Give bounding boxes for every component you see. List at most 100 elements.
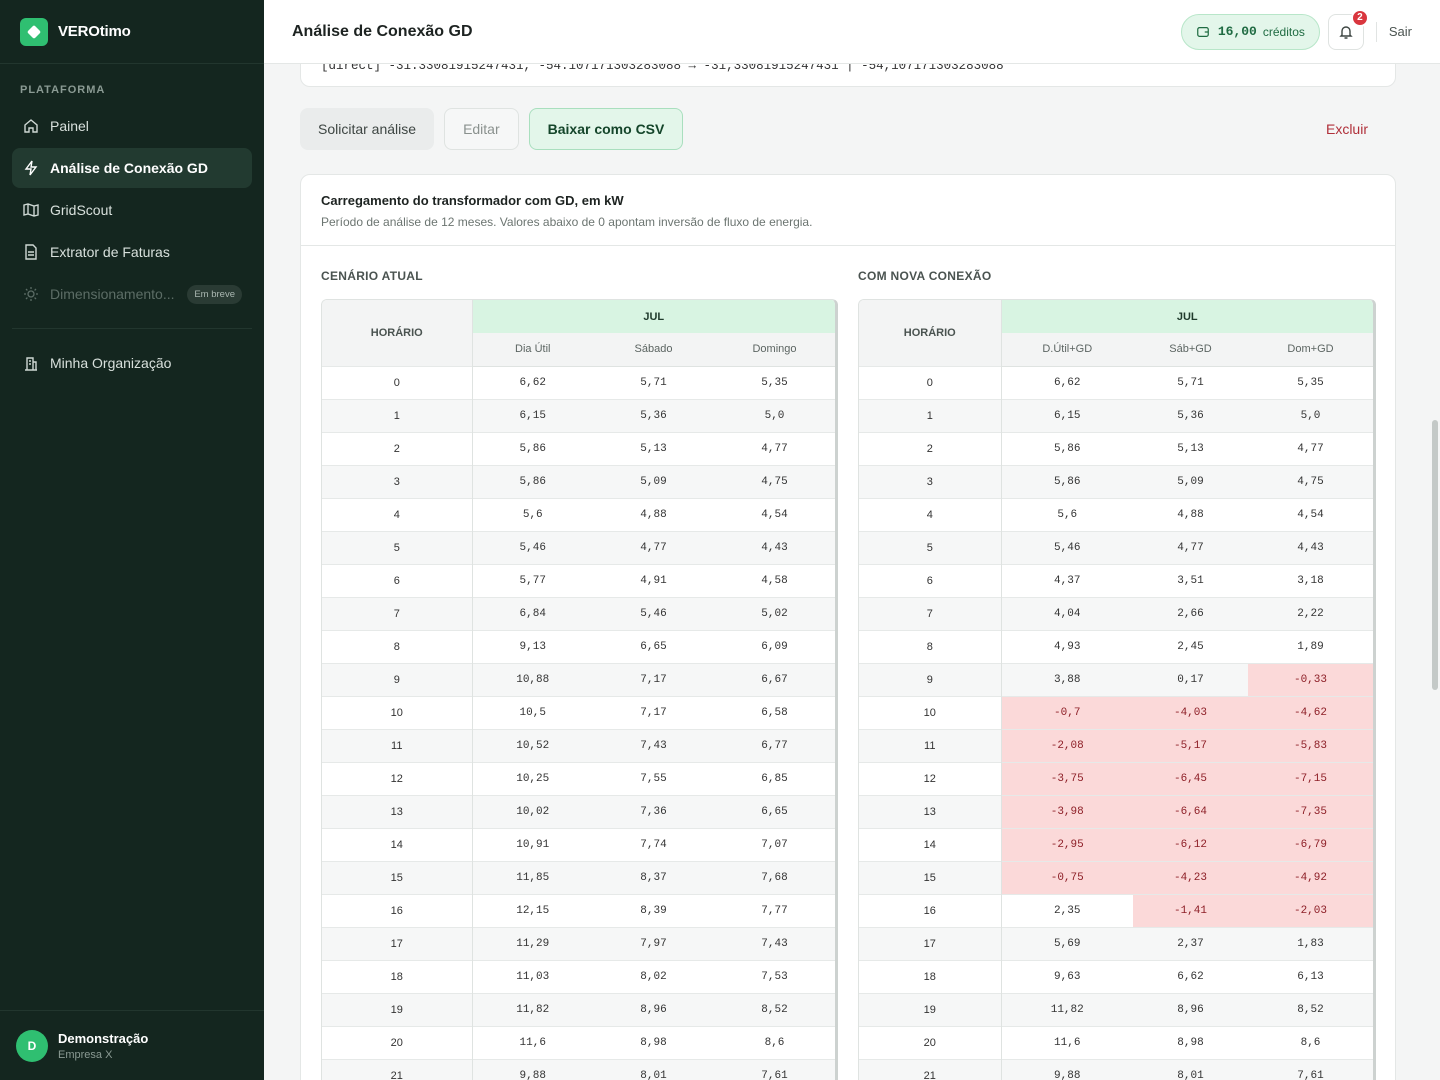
home-icon xyxy=(22,117,40,135)
value-cell: 6,58 xyxy=(714,695,835,729)
notifications-button[interactable]: 2 xyxy=(1327,8,1369,50)
table-row: 11 10,52 7,43 6,77 xyxy=(322,728,835,762)
value-cell: 2,66 xyxy=(1133,596,1248,630)
value-cell: -1,41 xyxy=(1133,893,1248,927)
delete-button[interactable]: Excluir xyxy=(1325,121,1368,137)
value-cell: -4,62 xyxy=(1248,695,1373,729)
hour-cell: 19 xyxy=(322,992,473,1026)
value-cell: 6,15 xyxy=(472,398,593,432)
hour-cell: 20 xyxy=(859,1025,1002,1059)
value-cell: 8,6 xyxy=(1248,1025,1373,1059)
table-row: 8 4,93 2,45 1,89 xyxy=(859,629,1373,663)
sidebar-item-extrator-faturas[interactable]: Extrator de Faturas xyxy=(12,232,252,272)
table-row: 16 12,15 8,39 7,77 xyxy=(322,893,835,927)
wallet-icon xyxy=(1196,26,1209,37)
value-cell: 8,37 xyxy=(593,860,714,894)
sidebar-item-analise-conexao-gd[interactable]: Análise de Conexão GD xyxy=(12,148,252,188)
credits-badge[interactable]: 16,00 créditos xyxy=(1180,13,1320,50)
hour-cell: 15 xyxy=(322,860,473,894)
brand[interactable]: VEROtimo xyxy=(0,0,264,64)
value-cell: 5,0 xyxy=(1248,398,1373,432)
value-cell: 10,52 xyxy=(472,728,593,762)
user-profile[interactable]: D Demonstração Empresa X xyxy=(0,1010,264,1080)
sidebar-item-gridscout[interactable]: GridScout xyxy=(12,190,252,230)
hour-cell: 16 xyxy=(322,893,473,927)
hour-cell: 1 xyxy=(859,398,1002,432)
value-cell: 5,35 xyxy=(714,365,835,399)
sidebar-item-label: Minha Organização xyxy=(50,355,172,371)
sidebar-item-minha-organizacao[interactable]: Minha Organização xyxy=(12,343,252,383)
edit-button[interactable]: Editar xyxy=(444,108,519,150)
new-connection-table: HORÁRIO JUL D.Útil+GD Sáb+GD Dom+GD 0 6,6… xyxy=(859,300,1373,1080)
hour-cell: 16 xyxy=(859,893,1002,927)
value-cell: 10,88 xyxy=(472,662,593,696)
sidebar-item-painel[interactable]: Painel xyxy=(12,106,252,146)
table-row: 5 5,46 4,77 4,43 xyxy=(859,530,1373,564)
value-cell: -4,23 xyxy=(1133,860,1248,894)
value-cell: 2,35 xyxy=(1001,893,1133,927)
credits-value: 16,00 xyxy=(1217,24,1257,39)
table-row: 7 4,04 2,66 2,22 xyxy=(859,596,1373,630)
hour-cell: 6 xyxy=(859,563,1002,597)
request-analysis-button[interactable]: Solicitar análise xyxy=(300,108,435,150)
value-cell: 10,5 xyxy=(472,695,593,729)
value-cell: -2,03 xyxy=(1248,893,1373,927)
value-cell: 5,13 xyxy=(1133,431,1248,465)
hour-cell: 10 xyxy=(322,695,473,729)
page-scrollbar[interactable] xyxy=(1432,420,1438,690)
download-csv-button[interactable]: Baixar como CSV xyxy=(528,108,684,150)
value-cell: 0,17 xyxy=(1133,662,1248,696)
hour-cell: 19 xyxy=(859,992,1002,1026)
value-cell: 12,15 xyxy=(472,893,593,927)
value-cell: 7,07 xyxy=(714,827,835,861)
notification-count-badge: 2 xyxy=(1350,8,1369,27)
value-cell: 8,52 xyxy=(1248,992,1373,1026)
sun-icon xyxy=(22,285,40,303)
table-row: 21 9,88 8,01 7,61 xyxy=(859,1058,1373,1080)
value-cell: 7,74 xyxy=(593,827,714,861)
value-cell: 6,77 xyxy=(714,728,835,762)
top-header: Análise de Conexão GD 16,00 créditos 2 S… xyxy=(264,0,1440,64)
current-scenario-panel: CENÁRIO ATUAL HORÁRIO JUL Dia Útil Sábad… xyxy=(321,269,838,1080)
value-cell: 8,6 xyxy=(714,1025,835,1059)
logout-button[interactable]: Sair xyxy=(1388,24,1412,39)
value-cell: 1,83 xyxy=(1248,926,1373,960)
value-cell: 5,09 xyxy=(593,464,714,498)
hour-cell: 18 xyxy=(322,959,473,993)
value-cell: 6,13 xyxy=(1248,959,1373,993)
value-cell: 10,91 xyxy=(472,827,593,861)
sidebar-section-label: PLATAFORMA xyxy=(20,84,106,96)
value-cell: -6,12 xyxy=(1133,827,1248,861)
value-cell: 6,09 xyxy=(714,629,835,663)
column-header: Sáb+GD xyxy=(1133,333,1248,367)
current-scenario-label: CENÁRIO ATUAL xyxy=(321,269,423,283)
value-cell: 4,04 xyxy=(1001,596,1133,630)
table-row: 19 11,82 8,96 8,52 xyxy=(322,992,835,1026)
table-row: 17 5,69 2,37 1,83 xyxy=(859,926,1373,960)
table-row: 11 -2,08 -5,17 -5,83 xyxy=(859,728,1373,762)
avatar: D xyxy=(16,1029,48,1062)
current-scenario-table: HORÁRIO JUL Dia Útil Sábado Domingo 0 6,6… xyxy=(322,300,835,1080)
value-cell: 7,61 xyxy=(1248,1058,1373,1080)
value-cell: -3,75 xyxy=(1001,761,1133,795)
hour-cell: 12 xyxy=(859,761,1002,795)
hour-cell: 17 xyxy=(322,926,473,960)
column-header: Domingo xyxy=(714,333,835,367)
value-cell: 4,77 xyxy=(593,530,714,564)
value-cell: 1,89 xyxy=(1248,629,1373,663)
value-cell: 5,46 xyxy=(1001,530,1133,564)
value-cell: 4,58 xyxy=(714,563,835,597)
value-cell: 4,88 xyxy=(593,497,714,531)
value-cell: -6,64 xyxy=(1133,794,1248,828)
table-row: 20 11,6 8,98 8,6 xyxy=(859,1025,1373,1059)
value-cell: 6,62 xyxy=(1001,365,1133,399)
hour-cell: 0 xyxy=(322,365,473,399)
table-row: 1 6,15 5,36 5,0 xyxy=(322,398,835,432)
hour-cell: 11 xyxy=(322,728,473,762)
card-title: Carregamento do transformador com GD, em… xyxy=(321,193,624,208)
hour-cell: 17 xyxy=(859,926,1002,960)
value-cell: 6,62 xyxy=(472,365,593,399)
value-cell: 6,67 xyxy=(714,662,835,696)
value-cell: 4,77 xyxy=(1133,530,1248,564)
hour-column-header: HORÁRIO xyxy=(859,300,1002,366)
